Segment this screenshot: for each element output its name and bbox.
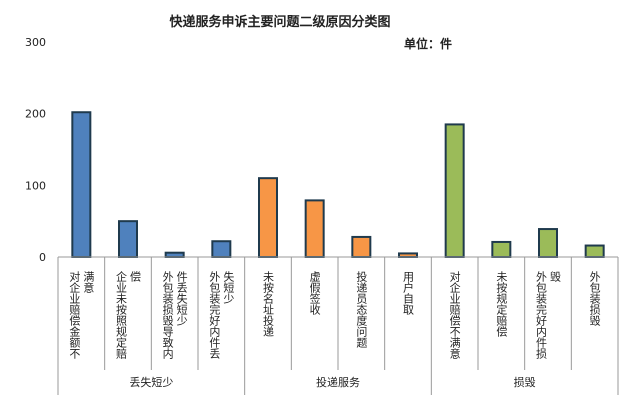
- category-label: 满意: [82, 271, 95, 293]
- category-label: 虚假签收: [308, 271, 321, 316]
- category-label: 外包装完好内件损: [535, 271, 548, 360]
- bar: [118, 220, 138, 259]
- bar: [398, 252, 418, 259]
- category-label: 对企业赔偿金额不: [68, 270, 81, 360]
- bar: [584, 244, 605, 259]
- group-label: 丢失短少: [129, 375, 173, 389]
- category-label: 外包装损毁: [588, 271, 601, 326]
- group-label: 损毁: [514, 375, 536, 389]
- category-label: 用户自取: [402, 271, 415, 316]
- bar: [491, 240, 512, 258]
- category-label: 企业未按照规定赔: [115, 270, 128, 360]
- group-labels: 丢失短少 投递服务 损毁: [129, 375, 535, 389]
- bar: [538, 228, 558, 259]
- category-label: 件丢失短少: [175, 271, 188, 326]
- bar: [304, 199, 325, 258]
- y-axis-ticks: 0 100 200 300: [25, 36, 46, 264]
- category-label: 外包装完好内件丢: [208, 271, 221, 359]
- category-label: 偿: [129, 270, 142, 283]
- category-label: 投递员态度问题: [355, 270, 368, 348]
- category-label: 毁: [549, 270, 562, 282]
- unit-label: 单位：件: [404, 36, 452, 51]
- category-labels: 对企业赔偿金额不 满意 企业未按照规定赔偿 外包装损毁导致内 件丢失短少 外包装完好内件丢…: [68, 270, 601, 360]
- bar: [211, 240, 232, 259]
- bar: [444, 123, 465, 258]
- category-label: 失短少: [222, 271, 235, 304]
- category-label: 对企业赔偿不满意: [448, 270, 461, 359]
- bar: [71, 111, 92, 258]
- y-tick-label: 0: [39, 251, 46, 264]
- category-axis-frame: [57, 256, 619, 395]
- category-label: 外包装损毁导致内: [161, 271, 174, 360]
- category-label: 未按规定赔偿: [495, 271, 508, 338]
- chart-title: 快递服务申诉主要问题二级原因分类图: [169, 14, 390, 30]
- bar: [164, 251, 185, 258]
- bar: [351, 235, 372, 258]
- y-tick-label: 300: [25, 36, 46, 49]
- category-label: 未按名址投递: [262, 271, 275, 337]
- group-label: 投递服务: [316, 375, 360, 389]
- y-tick-label: 200: [25, 108, 46, 121]
- y-tick-label: 100: [25, 179, 46, 192]
- bar: [258, 177, 278, 259]
